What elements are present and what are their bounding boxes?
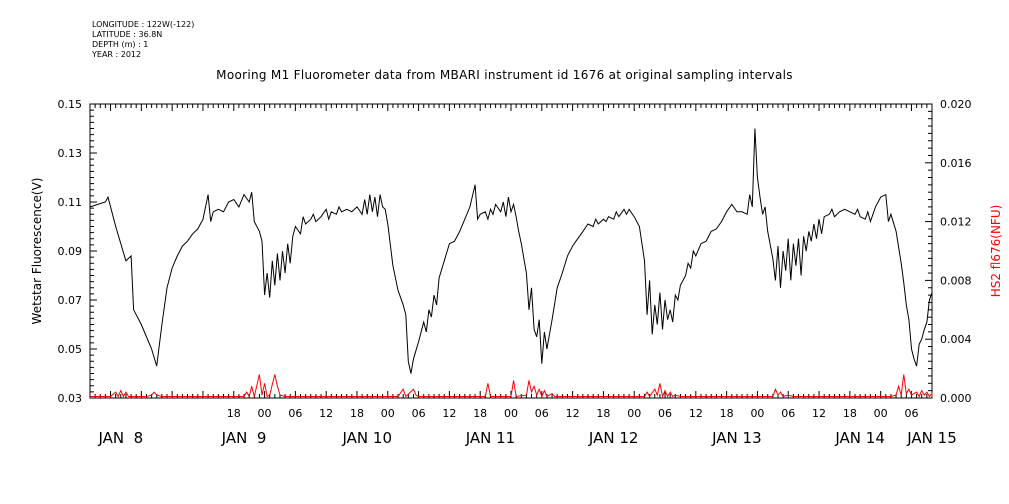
x-hour-label: 00 [874,407,888,420]
metadata-block: LONGITUDE : 122W(-122) LATITUDE : 36.8N … [92,20,194,60]
y-tick-label: 0.03 [58,392,83,405]
x-day-label: JAN 11 [465,429,516,447]
x-hour-label: 12 [319,407,333,420]
y-tick-label: 0.09 [58,245,83,258]
longitude-label: LONGITUDE : 122W(-122) [92,20,195,29]
x-hour-label: 06 [904,407,918,420]
y2-tick-label: 0.004 [940,333,972,346]
x-day-label: JAN 15 [906,429,957,447]
x-hour-label: 18 [720,407,734,420]
x-hour-label: 06 [535,407,549,420]
x-axis-tick-labels: 18 00 06 12 18 00 06 12 18 00 06 12 18 00 06 12 18 00 06 12… [97,407,956,447]
y-axis-label: Wetstar Fluorescence(V) [30,178,44,325]
x-hour-label: 12 [442,407,456,420]
x-hour-label: 06 [412,407,426,420]
chart-title: Mooring M1 Fluorometer data from MBARI i… [216,68,793,82]
x-hour-label: 00 [627,407,641,420]
x-day-label: JAN 8 [97,429,143,447]
y-tick-label: 0.07 [58,294,83,307]
x-hour-label: 00 [750,407,764,420]
x-hour-label: 06 [658,407,672,420]
x-day-label: JAN 10 [341,429,392,447]
x-hour-label: 12 [812,407,826,420]
y2-axis-label: HS2 fl676(NFU) [989,205,1003,298]
wetstar-fluorescence-line [89,128,933,374]
y2-tick-label: 0.020 [940,98,972,111]
y2-tick-label: 0.008 [940,274,972,287]
y2-tick-label: 0.016 [940,157,972,170]
x-hour-label: 18 [227,407,241,420]
x-hour-label: 06 [781,407,795,420]
x-day-label: JAN 14 [834,429,885,447]
y-tick-label: 0.13 [58,147,83,160]
x-hour-label: 00 [381,407,395,420]
x-hour-label: 18 [350,407,364,420]
x-hour-label: 12 [566,407,580,420]
y2-tick-label: 0.012 [940,216,972,229]
x-hour-label: 12 [689,407,703,420]
right-axis-tick-labels: 0.020 0.016 0.012 0.008 0.004 0.000 [940,98,972,405]
x-day-label: JAN 13 [711,429,762,447]
x-hour-label: 00 [504,407,518,420]
x-hour-label: 18 [843,407,857,420]
x-day-label: JAN 12 [588,429,639,447]
y-tick-label: 0.11 [58,196,83,209]
x-day-label: JAN 9 [221,429,267,447]
y-tick-label: 0.15 [58,98,83,111]
y2-tick-label: 0.000 [940,392,972,405]
x-hour-label: 00 [258,407,272,420]
y-tick-label: 0.05 [58,343,83,356]
depth-label: DEPTH (m) : 1 [92,40,149,49]
x-hour-label: 18 [473,407,487,420]
year-label: YEAR : 2012 [92,50,142,59]
x-hour-label: 18 [596,407,610,420]
data-series [89,128,933,399]
left-axis-tick-labels: 0.15 0.13 0.11 0.09 0.07 0.05 0.03 [58,98,83,405]
latitude-label: LATITUDE : 36.8N [92,30,163,39]
x-hour-label: 06 [288,407,302,420]
hs2-fl676-line [90,374,933,399]
